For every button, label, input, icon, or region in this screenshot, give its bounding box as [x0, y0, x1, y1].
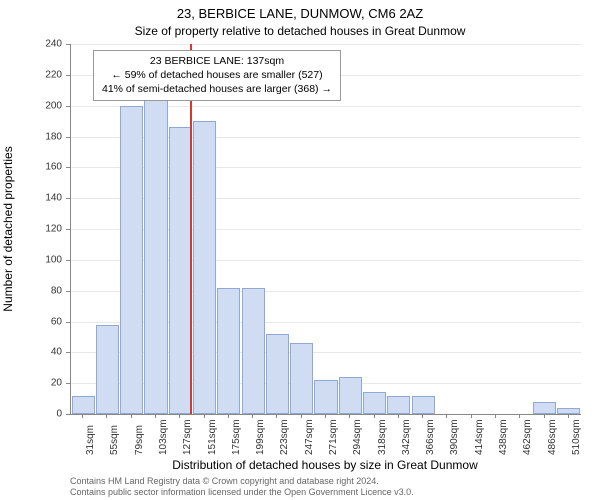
y-tick-label: 20	[22, 378, 62, 389]
y-tick-label: 200	[22, 100, 62, 111]
histogram-bar	[169, 127, 192, 414]
histogram-bar	[242, 288, 265, 414]
y-tick-label: 80	[22, 285, 62, 296]
y-tick-label: 240	[22, 39, 62, 50]
x-tick-mark	[131, 414, 132, 418]
x-tick-label: 271sqm	[328, 419, 339, 455]
x-tick-mark	[204, 414, 205, 418]
x-tick-mark	[495, 414, 496, 418]
annotation-line1: 23 BERBICE LANE: 137sqm	[102, 54, 332, 68]
x-tick-label: 294sqm	[352, 419, 363, 455]
x-tick-mark	[398, 414, 399, 418]
chart-title-main: 23, BERBICE LANE, DUNMOW, CM6 2AZ	[0, 6, 600, 21]
x-tick-label: 414sqm	[474, 419, 485, 455]
gridline	[71, 44, 581, 45]
histogram-bar	[363, 392, 386, 414]
y-tick-label: 160	[22, 162, 62, 173]
x-tick-mark	[446, 414, 447, 418]
x-tick-mark	[374, 414, 375, 418]
x-tick-mark	[325, 414, 326, 418]
x-axis-label: Distribution of detached houses by size …	[70, 458, 580, 472]
histogram-bar	[314, 380, 337, 414]
annotation-line2: ← 59% of detached houses are smaller (52…	[102, 68, 332, 82]
y-tick-label: 100	[22, 254, 62, 265]
x-tick-label: 510sqm	[571, 419, 582, 455]
x-tick-mark	[228, 414, 229, 418]
histogram-bar	[193, 121, 216, 414]
footer-line-1: Contains HM Land Registry data © Crown c…	[70, 476, 379, 486]
x-tick-mark	[276, 414, 277, 418]
plot-area: 23 BERBICE LANE: 137sqm ← 59% of detache…	[70, 44, 581, 415]
x-tick-label: 103sqm	[158, 419, 169, 455]
x-tick-mark	[252, 414, 253, 418]
histogram-bar	[387, 396, 410, 415]
y-axis-label: Number of detached properties	[1, 146, 15, 311]
histogram-bar	[557, 408, 580, 414]
x-tick-mark	[471, 414, 472, 418]
histogram-bar	[533, 402, 556, 414]
y-tick-label: 140	[22, 193, 62, 204]
annotation-box: 23 BERBICE LANE: 137sqm ← 59% of detache…	[93, 50, 341, 101]
x-tick-mark	[568, 414, 569, 418]
histogram-bar	[339, 377, 362, 414]
x-tick-mark	[519, 414, 520, 418]
x-tick-label: 151sqm	[207, 419, 218, 455]
y-tick-label: 120	[22, 224, 62, 235]
histogram-bar	[72, 396, 95, 415]
y-tick-label: 40	[22, 347, 62, 358]
x-tick-label: 199sqm	[255, 419, 266, 455]
x-tick-label: 318sqm	[377, 419, 388, 455]
histogram-bar	[217, 288, 240, 414]
y-tick-label: 220	[22, 69, 62, 80]
histogram-bar	[120, 106, 143, 414]
histogram-bar	[412, 396, 435, 415]
x-tick-mark	[179, 414, 180, 418]
x-tick-label: 366sqm	[425, 419, 436, 455]
x-tick-label: 79sqm	[134, 425, 145, 455]
x-tick-mark	[82, 414, 83, 418]
x-tick-label: 247sqm	[304, 419, 315, 455]
x-tick-mark	[155, 414, 156, 418]
footer-line-2: Contains public sector information licen…	[70, 487, 414, 497]
x-tick-label: 486sqm	[547, 419, 558, 455]
x-tick-label: 462sqm	[522, 419, 533, 455]
y-tick-label: 0	[22, 409, 62, 420]
x-tick-mark	[349, 414, 350, 418]
x-tick-mark	[544, 414, 545, 418]
y-tick-label: 60	[22, 316, 62, 327]
histogram-bar	[266, 334, 289, 414]
histogram-bar	[96, 325, 119, 414]
chart-title-sub: Size of property relative to detached ho…	[0, 24, 600, 38]
histogram-bar	[290, 343, 313, 414]
x-tick-mark	[301, 414, 302, 418]
x-tick-label: 342sqm	[401, 419, 412, 455]
x-tick-label: 438sqm	[498, 419, 509, 455]
x-tick-label: 127sqm	[182, 419, 193, 455]
x-tick-mark	[106, 414, 107, 418]
y-tick-label: 180	[22, 131, 62, 142]
histogram-bar	[144, 72, 167, 414]
chart-container: 23, BERBICE LANE, DUNMOW, CM6 2AZ Size o…	[0, 0, 600, 500]
x-tick-label: 31sqm	[85, 425, 96, 455]
x-tick-label: 55sqm	[109, 425, 120, 455]
annotation-line3: 41% of semi-detached houses are larger (…	[102, 82, 332, 96]
x-tick-label: 390sqm	[449, 419, 460, 455]
x-tick-label: 223sqm	[279, 419, 290, 455]
x-tick-label: 175sqm	[231, 419, 242, 455]
x-tick-mark	[422, 414, 423, 418]
